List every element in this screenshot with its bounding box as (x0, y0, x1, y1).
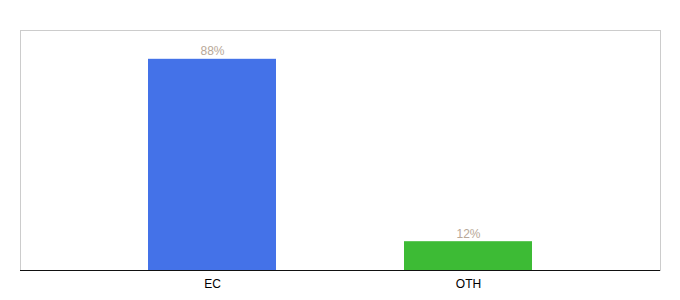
svg-text:12%: 12% (456, 227, 480, 241)
svg-text:EC: EC (204, 277, 221, 291)
svg-text:88%: 88% (200, 44, 224, 58)
svg-text:OTH: OTH (456, 277, 481, 291)
